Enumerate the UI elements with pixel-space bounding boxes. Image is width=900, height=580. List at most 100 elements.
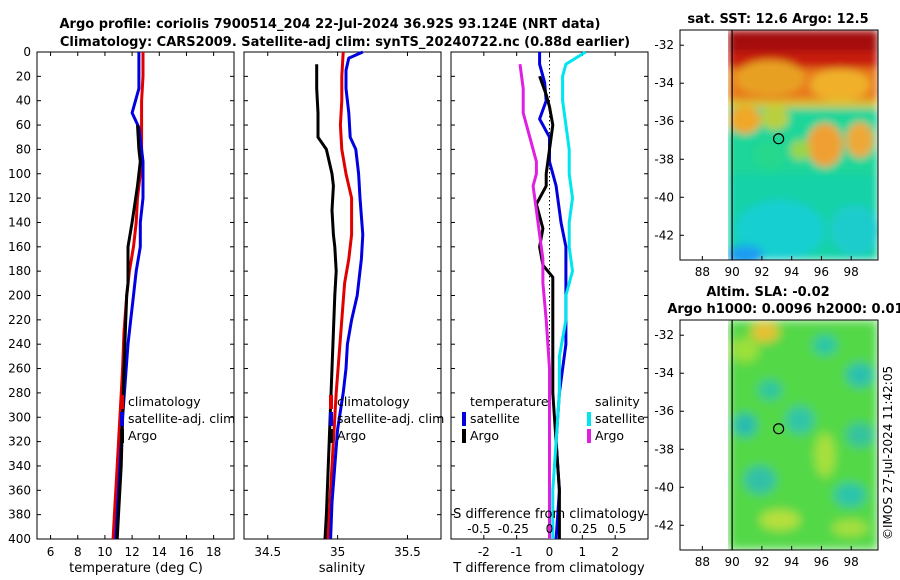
depth-tick-label: 20 — [16, 69, 31, 83]
watermark: ©IMOS 27-Jul-2024 11:42:05 — [881, 366, 895, 540]
depth-tick-label: 240 — [8, 337, 31, 351]
depth-tick-label: 80 — [16, 142, 31, 156]
argo-position-marker — [773, 423, 785, 435]
legend-label-s-argo: Argo — [595, 428, 624, 443]
depth-tick-label: 260 — [8, 362, 31, 376]
depth-tick-label: 320 — [8, 435, 31, 449]
x-tick-label: 14 — [152, 545, 167, 559]
s-tick-label: 0.25 — [571, 522, 598, 536]
lon-tick-label: 96 — [814, 265, 829, 279]
lon-tick-label: 98 — [844, 265, 859, 279]
legend-label-t-satellite: satellite — [470, 411, 520, 426]
lat-tick-label: -38 — [654, 152, 674, 166]
sst-map-overlay: 88 90 92 94 96 98 -32 -34 -36 -38 -40 -42 — [654, 30, 859, 279]
legend-swatch-satellite — [329, 412, 333, 426]
depth-tick-label: 40 — [16, 94, 31, 108]
lon-tick-label: 96 — [814, 555, 829, 569]
lon-tick-label: 98 — [844, 555, 859, 569]
x-tick-label: 6 — [47, 545, 55, 559]
depth-tick-label: 120 — [8, 191, 31, 205]
legend-label-argo: Argo — [337, 428, 366, 443]
sst-map-field — [728, 30, 878, 260]
legend-label-satellite: satellite-adj. clim — [337, 411, 444, 426]
lon-tick-label: 90 — [724, 555, 739, 569]
depth-tick-label: 280 — [8, 386, 31, 400]
depth-tick-label: 160 — [8, 240, 31, 254]
depth-tick-label: 220 — [8, 313, 31, 327]
legend-swatch-s-argo — [587, 429, 591, 443]
sla-map-title: Altim. SLA: -0.02 — [706, 285, 829, 300]
depth-tick-label: 100 — [8, 167, 31, 181]
title-line-2: Climatology: CARS2009. Satellite-adj cli… — [60, 35, 630, 50]
salinity-xlabel: salinity — [319, 561, 366, 576]
x-tick-label: 12 — [124, 545, 139, 559]
lon-tick-label: 94 — [784, 555, 799, 569]
series-line-s-argo — [518, 64, 551, 539]
lat-tick-label: -34 — [654, 366, 674, 380]
lon-tick-label: 88 — [695, 555, 710, 569]
x-tick-label: 35.5 — [394, 545, 421, 559]
lon-tick-label: 92 — [754, 555, 769, 569]
series-line-climatology — [111, 52, 145, 540]
depth-tick-label: 400 — [8, 532, 31, 546]
legend-label-t-argo: Argo — [470, 428, 499, 443]
legend-label-satellite: satellite-adj. clim — [128, 411, 235, 426]
x-tick-label: 34.5 — [254, 545, 281, 559]
depth-tick-label: 360 — [8, 483, 31, 497]
x-tick-label: -2 — [478, 545, 490, 559]
depth-tick-label: 180 — [8, 264, 31, 278]
legend-label-s-satellite: satellite — [595, 411, 645, 426]
depth-tick-label: 380 — [8, 508, 31, 522]
legend-swatch-satellite — [120, 412, 124, 426]
sla-map-field — [728, 320, 878, 550]
temperature-legend: climatology satellite-adj. clim Argo — [120, 394, 235, 443]
legend-label-argo: Argo — [128, 428, 157, 443]
difference-plot: -2 -1 0 1 2 -0.5 -0.25 0 0.25 0.5 — [451, 50, 648, 559]
series-line-satellite-adj-clim — [329, 50, 365, 540]
legend-swatch-t-satellite — [462, 412, 466, 426]
legend-swatch-t-argo — [462, 429, 466, 443]
lat-tick-label: -42 — [654, 228, 674, 242]
salinity-plot: 34.5 35 35.5 — [244, 50, 441, 559]
depth-tick-label: 140 — [8, 215, 31, 229]
legend-swatch-s-satellite — [587, 412, 591, 426]
s-tick-label: 0.5 — [607, 522, 626, 536]
lat-tick-label: -32 — [654, 38, 674, 52]
legend-swatch-climatology — [120, 395, 124, 409]
lon-tick-label: 94 — [784, 265, 799, 279]
lon-tick-label: 92 — [754, 265, 769, 279]
lon-tick-label: 88 — [695, 265, 710, 279]
x-tick-label: 16 — [179, 545, 194, 559]
x-tick-label: 18 — [206, 545, 221, 559]
x-tick-label: 8 — [74, 545, 82, 559]
lat-tick-label: -42 — [654, 518, 674, 532]
legend-swatch-climatology — [329, 395, 333, 409]
depth-tick-label: 300 — [8, 410, 31, 424]
s-tick-label: 0 — [546, 522, 554, 536]
sla-map-overlay: 88 90 92 94 96 98 -32 -34 -36 -38 -40 -42 — [654, 320, 859, 569]
temperature-axes — [36, 51, 235, 540]
lat-tick-label: -40 — [654, 190, 674, 204]
s-tick-label: -0.5 — [467, 522, 490, 536]
legend-swatch-argo — [120, 429, 124, 443]
lat-tick-label: -38 — [654, 442, 674, 456]
lat-tick-label: -40 — [654, 480, 674, 494]
x-tick-label: 1 — [579, 545, 587, 559]
lon-tick-label: 90 — [724, 265, 739, 279]
series-line-s-satellite — [551, 50, 587, 539]
x-tick-label: 2 — [611, 545, 619, 559]
sst-map-title: sat. SST: 12.6 Argo: 12.5 — [687, 12, 868, 27]
title-line-1: Argo profile: coriolis 7900514_204 22-Ju… — [60, 17, 601, 32]
sla-map-subtitle: Argo h1000: 0.0096 h2000: 0.018 — [667, 302, 900, 317]
difference-xlabel: T difference from climatology — [452, 561, 645, 576]
depth-tick-label: 340 — [8, 459, 31, 473]
s-difference-xlabel: S difference from climatology — [453, 507, 645, 522]
temperature-xlabel: temperature (deg C) — [69, 561, 203, 576]
series-line-climatology — [326, 51, 354, 540]
s-tick-label: -0.25 — [498, 522, 529, 536]
lat-tick-label: -36 — [654, 404, 674, 418]
salinity-legend: climatology satellite-adj. clim Argo — [329, 394, 444, 443]
sla-map-axes — [679, 319, 879, 551]
depth-tick-label: 200 — [8, 289, 31, 303]
